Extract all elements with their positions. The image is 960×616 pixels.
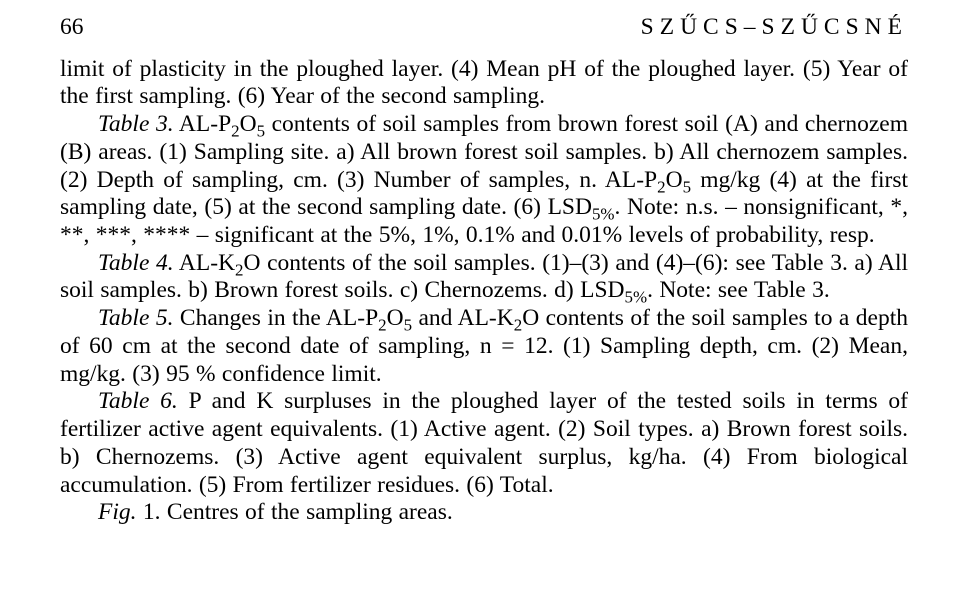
p5-a: P and K surpluses in the ploughed layer …: [60, 388, 908, 497]
running-head: SZŰCS–SZŰCSNÉ: [641, 14, 908, 42]
p6-a: 1. Centres of the sampling areas.: [143, 499, 453, 525]
paragraph-3: Table 4. AL-K2O contents of the soil sam…: [60, 250, 908, 305]
p2-b: O: [240, 111, 257, 137]
page-header: 66 SZŰCS–SZŰCSNÉ: [60, 14, 908, 42]
table4-label: Table 4.: [98, 250, 174, 276]
body-text: limit of plasticity in the ploughed laye…: [60, 56, 908, 527]
fig1-label: Fig.: [98, 499, 143, 525]
p1-text: limit of plasticity in the ploughed laye…: [60, 56, 908, 110]
p3-a: AL-K: [174, 250, 235, 276]
paragraph-6: Fig. 1. Centres of the sampling areas.: [60, 499, 908, 527]
p4-c: and AL-K: [412, 305, 514, 331]
page-number: 66: [60, 14, 84, 42]
p4-b: O: [387, 305, 404, 331]
p2-a: AL-P: [174, 111, 232, 137]
p4-a: Changes in the AL-P: [173, 305, 378, 331]
table3-label: Table 3.: [98, 111, 174, 137]
paragraph-2: Table 3. AL-P2O5 contents of soil sample…: [60, 111, 908, 250]
table6-label: Table 6.: [98, 388, 178, 414]
paragraph-4: Table 5. Changes in the AL-P2O5 and AL-K…: [60, 305, 908, 388]
table5-label: Table 5.: [98, 305, 173, 331]
p2-d: O: [666, 167, 683, 193]
paragraph-1: limit of plasticity in the ploughed laye…: [60, 56, 908, 111]
paragraph-5: Table 6. P and K surpluses in the plough…: [60, 388, 908, 499]
page: 66 SZŰCS–SZŰCSNÉ limit of plasticity in …: [0, 0, 960, 616]
p3-c: . Note: see Table 3.: [647, 277, 830, 303]
